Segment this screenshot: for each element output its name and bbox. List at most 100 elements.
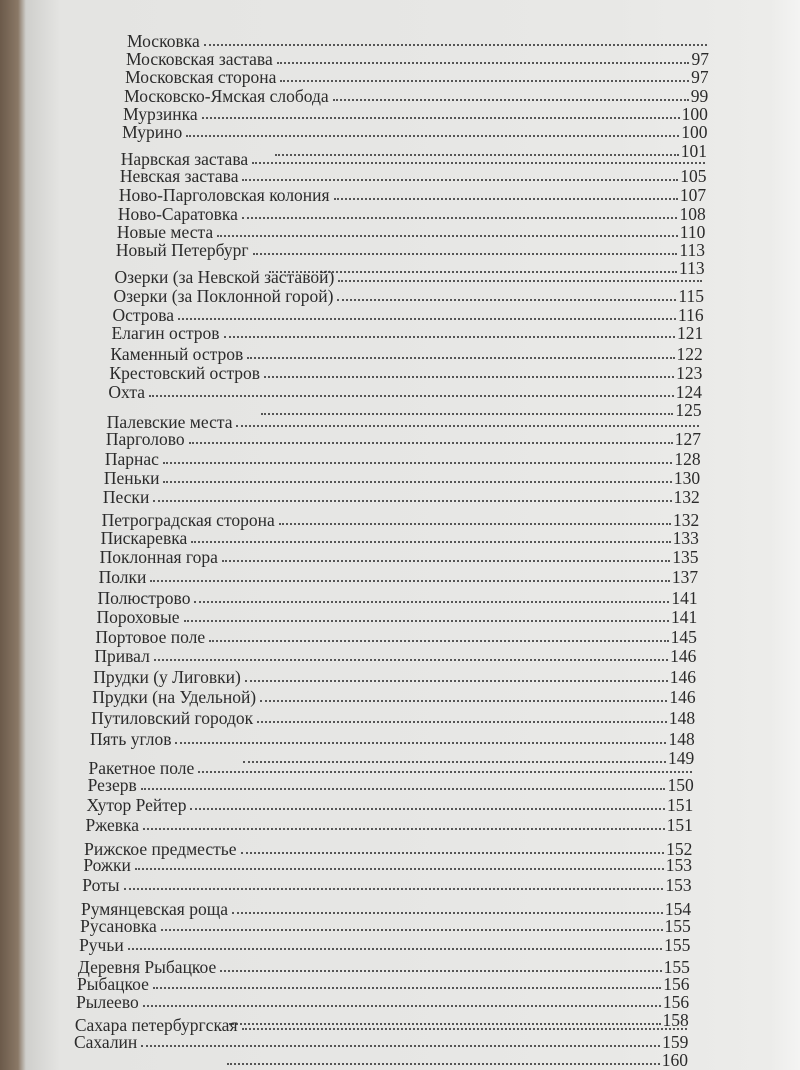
dot-leader — [203, 44, 708, 46]
dot-leader — [186, 135, 680, 137]
dot-leader — [252, 162, 705, 164]
toc-entry-title: Новые места — [116, 222, 214, 242]
toc-entry: Петроградская сторона 132 — [101, 510, 700, 530]
toc-entry-page: 150 — [667, 775, 694, 795]
toc-entry-page: 132 — [673, 487, 700, 507]
toc-entry-title: Пять углов — [90, 729, 172, 749]
toc-entry-title: Елагин остров — [111, 323, 220, 343]
toc-entry-title: Парнас — [104, 449, 159, 469]
toc-entry-page: 141 — [671, 588, 698, 608]
toc-entry-page: 156 — [662, 992, 690, 1012]
toc-entry-page: 100 — [681, 104, 708, 124]
toc-entry: Поклонная гора 135 — [100, 547, 699, 567]
toc-entry: Полюстрово 141 — [97, 588, 698, 608]
toc-entry: Рижское предместье 152 — [84, 839, 693, 859]
dot-leader — [247, 357, 675, 359]
toc-entry-page: 152 — [666, 839, 693, 859]
dot-leader — [220, 970, 662, 972]
toc-entry: Пески 132 — [102, 487, 700, 507]
toc-entry-title: Петроградская сторона — [101, 510, 275, 530]
toc-entry-title: Резерв — [87, 775, 137, 795]
toc-entry-page: 99 — [690, 86, 709, 106]
toc-entry-page: 125 — [675, 400, 702, 420]
toc-entry-page: 146 — [669, 667, 696, 687]
toc-entry-page: 110 — [679, 222, 706, 242]
toc-entry: Ржевка 151 — [85, 816, 692, 834]
dot-leader — [236, 425, 700, 427]
toc-entry: Русановка 155 — [80, 916, 691, 936]
toc-entry-title: Пеньки — [103, 468, 160, 488]
toc-entry-title: Русановка — [80, 916, 157, 936]
dot-leader — [141, 1045, 661, 1047]
toc-entry-title: Портовое поле — [95, 627, 206, 647]
toc-entry-page: 153 — [665, 855, 693, 875]
toc-entry-title: Путиловский городок — [91, 708, 254, 728]
dot-leader — [162, 462, 673, 464]
dot-leader — [150, 580, 670, 582]
toc-entry-page: 133 — [672, 528, 699, 548]
dot-leader — [217, 235, 678, 237]
dot-leader — [242, 761, 667, 763]
toc-entry-title: Полки — [98, 567, 147, 587]
toc-entry: Рыбацкое 156 — [77, 974, 690, 994]
dot-leader — [153, 659, 669, 661]
toc-entry: Роты 153 — [82, 876, 691, 894]
toc-entry-page: 97 — [691, 67, 709, 87]
dot-leader — [142, 1005, 661, 1007]
dot-leader — [123, 888, 664, 890]
toc-entry: Привал 146 — [94, 646, 696, 666]
toc-entry-title: Рижское предместье — [84, 839, 237, 859]
toc-entry-title: Озерки (за Невской заставой) — [114, 267, 335, 287]
dot-leader — [201, 117, 680, 119]
toc-entry: Прудки (на Удельной) 146 — [92, 687, 696, 707]
toc-entry: Прудки (у Лиговки) 146 — [93, 667, 696, 687]
toc-entry-page: 132 — [673, 510, 700, 530]
toc-entry-title: Мурзинка — [123, 104, 198, 124]
dot-leader — [257, 721, 667, 723]
toc-entry-title: Сахалин — [73, 1032, 138, 1052]
toc-entry-page: 146 — [669, 687, 696, 707]
toc-entry: 149 — [239, 748, 695, 768]
dot-leader — [134, 868, 664, 870]
toc-entry: Путиловский городок 148 — [91, 708, 696, 728]
toc-entry-page: 156 — [663, 974, 690, 994]
toc-entry-page: 155 — [664, 935, 691, 955]
toc-entry-page: 130 — [673, 468, 701, 488]
toc-entry-page: 149 — [668, 748, 695, 768]
toc-entry-title: Парголово — [105, 429, 185, 449]
toc-entry: Крестовский остров 123 — [109, 363, 702, 383]
toc-entry: 158 — [225, 1011, 689, 1029]
dot-leader — [229, 1023, 661, 1025]
dot-leader — [209, 640, 669, 642]
toc-entry: Озерки (за Невской заставой) — [114, 267, 704, 287]
toc-entry-page: 137 — [671, 567, 699, 587]
dot-leader — [198, 771, 693, 773]
dot-leader — [261, 413, 674, 415]
toc-entry-title: Ракетное поле — [88, 758, 195, 778]
toc-entry-title: Привал — [94, 646, 150, 666]
toc-entry: Острова 116 — [112, 306, 703, 324]
toc-entry: Пеньки 130 — [103, 468, 701, 488]
toc-entry-page: 145 — [670, 627, 697, 647]
toc-entry-page: 148 — [668, 708, 696, 728]
toc-entry: 160 — [223, 1051, 688, 1069]
dot-leader — [152, 987, 662, 989]
toc-entry-title: Пески — [102, 487, 150, 507]
toc-entry-title: Ручьи — [79, 935, 124, 955]
toc-entry-title: Ново-Парголовская колония — [118, 185, 330, 205]
dot-leader — [244, 680, 668, 682]
toc-entry-title: Крестовский остров — [109, 363, 261, 383]
dot-leader — [183, 620, 669, 622]
toc-entry: Ручьи 155 — [79, 935, 691, 955]
toc-entry: Рылеево 156 — [76, 992, 690, 1012]
toc-entry-page: 135 — [672, 547, 699, 567]
dot-leader — [226, 1063, 660, 1065]
dot-leader — [332, 99, 689, 101]
toc-entry-page: 127 — [674, 429, 701, 449]
toc-entry-page: 121 — [676, 323, 704, 343]
toc-entry: Деревня Рыбацкое 155 — [78, 958, 690, 976]
toc-entry: Каменный остров 122 — [110, 345, 702, 363]
toc-entry-title: Хутор Рейтер — [86, 795, 187, 815]
toc-entry: Пискаревка 133 — [101, 528, 699, 548]
dot-leader — [127, 948, 663, 950]
